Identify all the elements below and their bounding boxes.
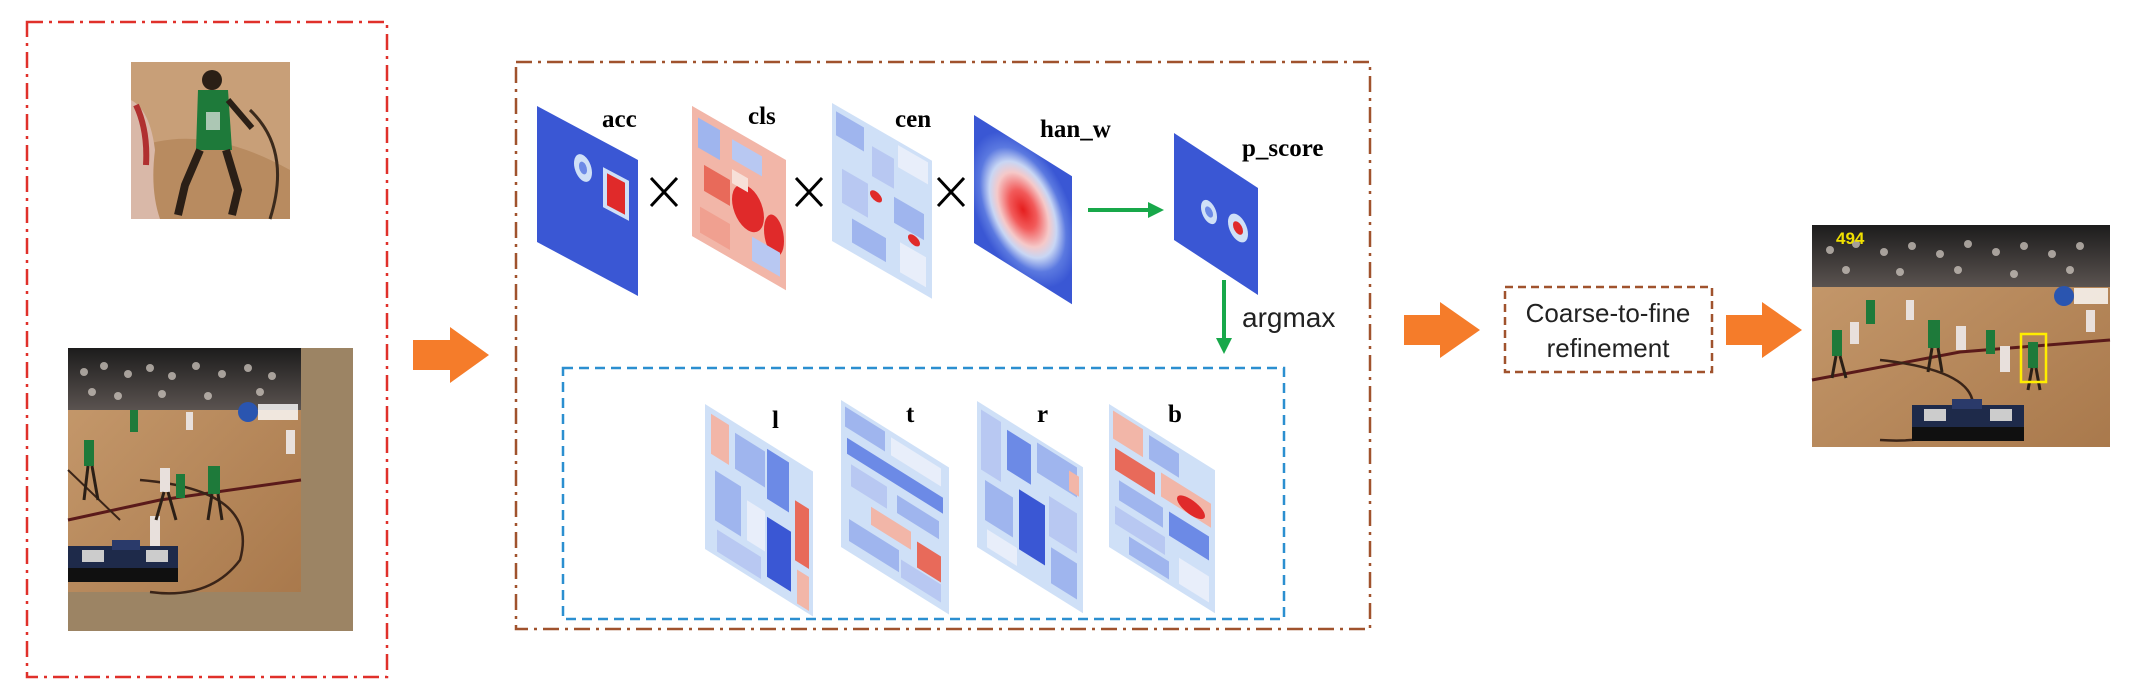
pipeline-panel: acc cls xyxy=(514,60,1372,631)
input-panel-border xyxy=(25,20,389,679)
regression-map-t xyxy=(841,400,949,615)
regression-map-b xyxy=(1109,404,1215,614)
refinement-line-1: Coarse-to-fine xyxy=(1526,298,1691,328)
regression-panel: l t xyxy=(561,366,1286,621)
process-arrow-1 xyxy=(413,327,489,383)
cls-label: cls xyxy=(748,103,776,130)
flow-arrow-to-score xyxy=(1088,202,1164,218)
pipeline-panel-border xyxy=(514,60,1372,631)
acc-label: acc xyxy=(602,106,637,133)
han-w-label: han_w xyxy=(1040,116,1111,143)
search-image xyxy=(67,348,353,631)
regression-panel-border xyxy=(561,366,1286,621)
argmax-label: argmax xyxy=(1242,302,1335,333)
regression-map-r xyxy=(977,401,1083,614)
heatmap-score-icon xyxy=(1174,133,1258,295)
process-arrow-3 xyxy=(1726,302,1802,358)
refinement-box-border xyxy=(1503,285,1714,374)
regression-map-l xyxy=(705,404,813,617)
heatmap-hanning-icon xyxy=(974,115,1072,305)
refinement-box: Coarse-to-fine refinement xyxy=(1503,285,1714,374)
t-label: t xyxy=(906,401,915,428)
heatmap-cen-icon xyxy=(832,103,932,299)
argmax-arrow xyxy=(1216,280,1232,354)
tracking-bounding-box xyxy=(2019,332,2048,384)
process-arrow-2 xyxy=(1404,302,1480,358)
p-score-label: p_score xyxy=(1242,135,1323,162)
input-panel xyxy=(25,20,389,679)
frame-score-text: 494 xyxy=(1836,229,1865,248)
refinement-line-2: refinement xyxy=(1547,333,1671,363)
result-frame: 494 xyxy=(1811,225,2111,447)
cen-label: cen xyxy=(895,106,931,133)
r-label: r xyxy=(1037,401,1048,428)
heatmap-acc-icon xyxy=(537,106,638,296)
heatmap-cls-icon xyxy=(692,106,786,291)
b-label: b xyxy=(1168,401,1182,428)
template-image xyxy=(131,62,290,220)
l-label: l xyxy=(772,407,779,434)
